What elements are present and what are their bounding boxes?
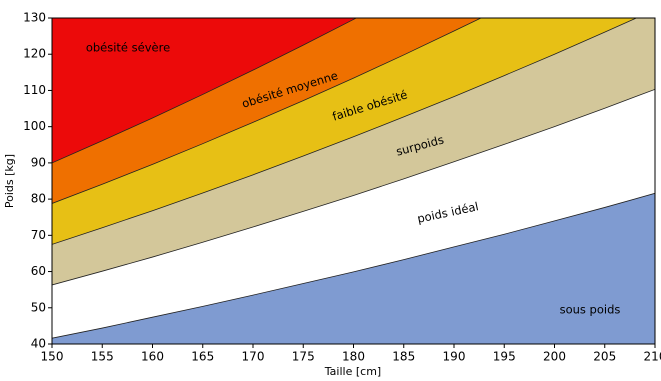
band-boundary	[52, 88, 655, 286]
y-tick-label: 120	[23, 47, 46, 61]
x-tick-label: 210	[644, 350, 661, 364]
y-tick-label: 70	[31, 228, 46, 242]
band-boundary	[52, 192, 655, 339]
y-tick-label: 60	[31, 264, 46, 278]
x-tick-label: 165	[191, 350, 214, 364]
x-tick-label: 200	[543, 350, 566, 364]
x-tick-label: 150	[41, 350, 64, 364]
band-label: obésité sévère	[86, 41, 170, 55]
band-label: sous poids	[560, 303, 621, 317]
band-boundary	[52, 18, 358, 164]
y-axis-label: Poids [kg]	[3, 154, 16, 208]
x-tick-label: 195	[493, 350, 516, 364]
band-boundary	[52, 18, 482, 204]
x-tick-label: 190	[443, 350, 466, 364]
y-tick-label: 130	[23, 11, 46, 25]
band-area	[52, 18, 482, 204]
band-area	[52, 18, 357, 163]
band-boundary	[52, 18, 638, 245]
plot-area	[52, 18, 655, 344]
y-tick-label: 40	[31, 337, 46, 351]
x-tick-label: 160	[141, 350, 164, 364]
x-tick-label: 155	[91, 350, 114, 364]
band-area	[52, 18, 637, 245]
y-tick-label: 50	[31, 300, 46, 314]
x-tick-label: 180	[342, 350, 365, 364]
x-tick-label: 170	[242, 350, 265, 364]
band-area	[52, 89, 655, 339]
y-tick-label: 80	[31, 192, 46, 206]
y-tick-label: 90	[31, 155, 46, 169]
x-tick-label: 185	[392, 350, 415, 364]
band-area	[52, 18, 655, 285]
y-tick-label: 110	[23, 83, 46, 97]
y-tick-label: 100	[23, 119, 46, 133]
x-tick-label: 175	[292, 350, 315, 364]
x-tick-label: 205	[593, 350, 616, 364]
x-axis-label: Taille [cm]	[324, 365, 381, 378]
